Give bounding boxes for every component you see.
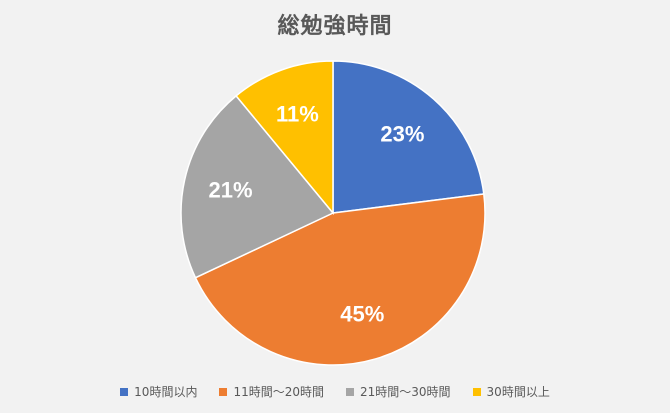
legend-item-21-30h: 21時間〜30時間 [346,383,451,400]
pie-slice [332,60,485,214]
legend: 10時間以内 11時間〜20時間 21時間〜30時間 30時間以上 [0,383,670,400]
pie-slice [194,193,486,366]
legend-label: 11時間〜20時間 [233,385,324,399]
legend-item-11-20h: 11時間〜20時間 [219,383,324,400]
chart-title: 総勉強時間 [277,14,393,39]
pie-slice [180,94,335,279]
legend-swatch [346,387,354,396]
legend-swatch [219,387,228,396]
legend-label: 30時間以上 [486,385,550,399]
legend-swatch [472,387,481,396]
data-label: 21% [209,178,253,203]
legend-label: 21時間〜30時間 [360,385,451,399]
legend-label: 10時間以内 [134,385,198,399]
data-label: 11% [276,102,319,127]
legend-item-30h-plus: 30時間以上 [472,383,550,400]
legend-swatch [120,387,129,396]
data-label: 45% [340,301,384,326]
pie-slice [235,60,334,216]
data-label: 23% [380,122,424,147]
legend-item-10h: 10時間以内 [120,383,197,400]
